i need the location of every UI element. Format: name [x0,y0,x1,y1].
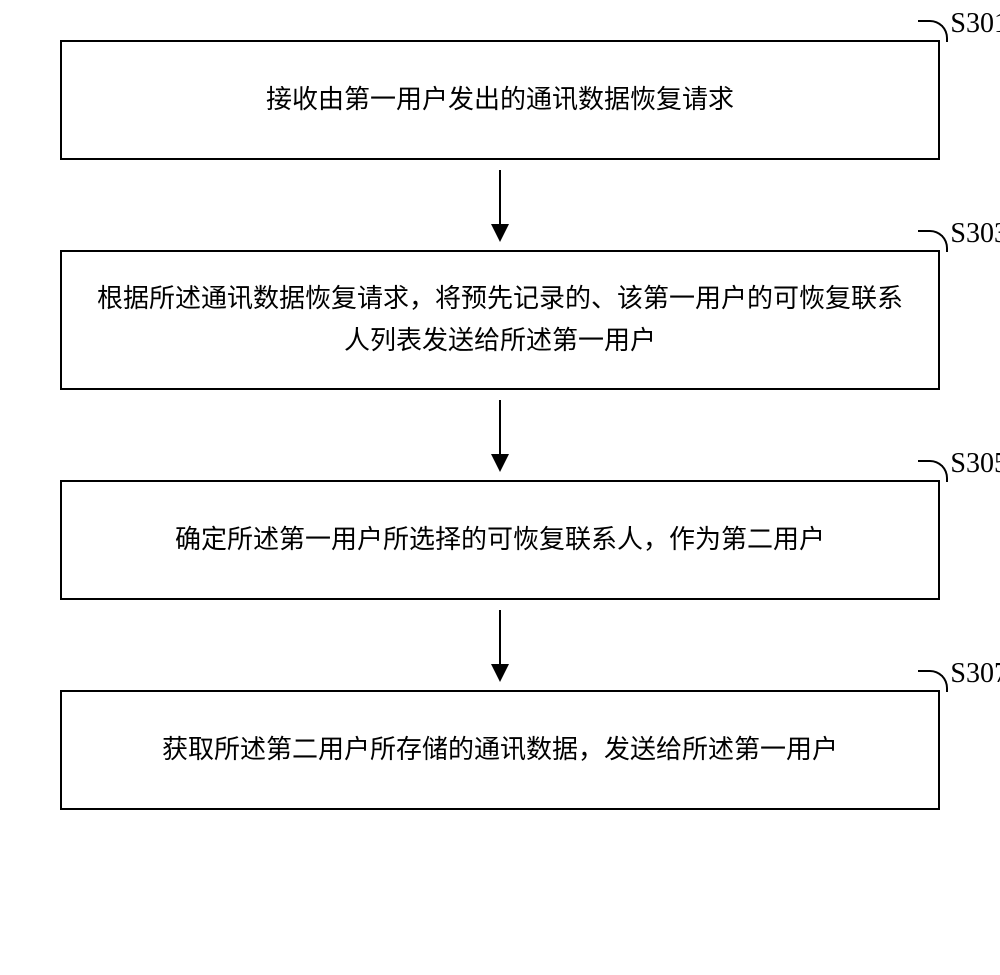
flowchart-step: S301 接收由第一用户发出的通讯数据恢复请求 [60,40,940,160]
arrow-head-icon [491,454,509,472]
arrow-line [499,610,501,680]
step-label: S307 [950,652,1000,697]
flowchart-container: S301 接收由第一用户发出的通讯数据恢复请求 S303 根据所述通讯数据恢复请… [60,40,940,810]
step-text: 接收由第一用户发出的通讯数据恢复请求 [266,79,734,121]
label-connector [918,670,948,692]
label-connector [918,230,948,252]
label-connector [918,460,948,482]
arrow-head-icon [491,664,509,682]
arrow-head-icon [491,224,509,242]
flowchart-step: S305 确定所述第一用户所选择的可恢复联系人，作为第二用户 [60,480,940,600]
step-text: 获取所述第二用户所存储的通讯数据，发送给所述第一用户 [162,729,838,771]
step-label: S303 [950,212,1000,257]
arrow-line [499,400,501,470]
flowchart-step: S303 根据所述通讯数据恢复请求，将预先记录的、该第一用户的可恢复联系人列表发… [60,250,940,390]
arrow-line [499,170,501,240]
label-connector [918,20,948,42]
flowchart-step: S307 获取所述第二用户所存储的通讯数据，发送给所述第一用户 [60,690,940,810]
step-label: S305 [950,442,1000,487]
step-label: S301 [950,2,1000,47]
flowchart-arrow [60,390,940,480]
flowchart-arrow [60,160,940,250]
flowchart-arrow [60,600,940,690]
step-text: 确定所述第一用户所选择的可恢复联系人，作为第二用户 [175,519,825,561]
step-text: 根据所述通讯数据恢复请求，将预先记录的、该第一用户的可恢复联系人列表发送给所述第… [92,278,908,361]
